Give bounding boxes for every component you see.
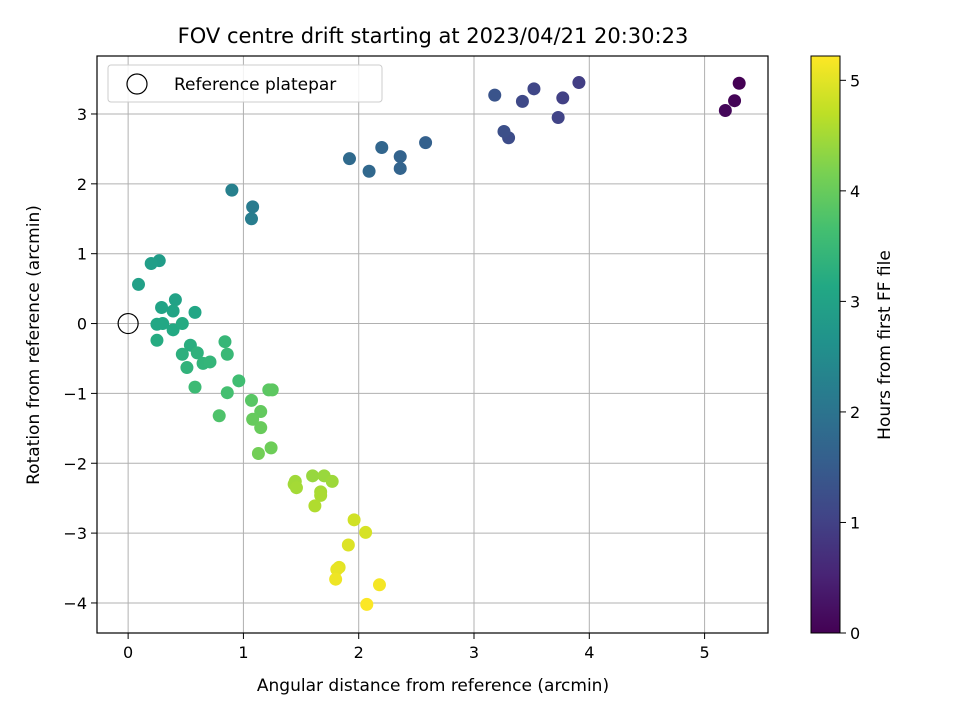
data-point <box>359 525 373 539</box>
data-point <box>393 150 407 164</box>
data-point <box>556 91 570 105</box>
data-point <box>254 405 268 419</box>
y-tick-label: −2 <box>63 454 87 473</box>
data-point <box>168 293 182 307</box>
data-point <box>188 380 202 394</box>
data-point <box>244 212 258 226</box>
data-point <box>156 317 170 331</box>
data-point <box>325 474 339 488</box>
data-point <box>306 469 320 483</box>
plot-frame <box>96 55 769 634</box>
y-tick-label: −4 <box>63 594 87 613</box>
data-point <box>497 124 511 138</box>
data-point <box>488 88 502 102</box>
data-point <box>330 562 344 576</box>
data-point <box>728 94 742 108</box>
data-point <box>264 441 278 455</box>
data-point <box>265 383 279 397</box>
y-tick-label: 3 <box>77 105 87 124</box>
legend-label: Reference platepar <box>174 75 336 95</box>
data-point <box>150 333 164 347</box>
y-tick-label: 2 <box>77 175 87 194</box>
colorbar-tick-label: 1 <box>850 513 860 532</box>
data-point <box>175 347 189 361</box>
legend-box <box>107 64 383 103</box>
data-point <box>175 317 189 331</box>
data-point <box>220 386 234 400</box>
data-point <box>188 305 202 319</box>
x-tick-label: 2 <box>354 643 364 662</box>
colorbar-tick-label: 0 <box>850 624 860 643</box>
y-tick-label: 1 <box>77 245 87 264</box>
legend: Reference platepar <box>107 64 383 103</box>
data-point <box>232 374 246 388</box>
data-point <box>393 161 407 175</box>
data-point <box>527 82 541 96</box>
data-point <box>218 335 232 349</box>
data-point <box>155 300 169 314</box>
legend-marker-open-circle <box>126 73 148 95</box>
data-point <box>220 347 234 361</box>
data-point <box>314 488 328 502</box>
data-point <box>419 136 433 150</box>
y-axis-ticks: −4 −3 −2 −1 0 1 2 3 <box>63 105 97 613</box>
data-point <box>190 346 204 360</box>
colorbar-tick-label: 5 <box>850 71 860 90</box>
x-tick-label: 4 <box>584 643 594 662</box>
data-point <box>180 361 194 375</box>
data-point <box>166 304 180 318</box>
data-point <box>308 499 322 513</box>
x-axis-ticks: 0 1 2 3 4 5 <box>123 633 710 662</box>
y-tick-label: 0 <box>77 315 87 334</box>
data-point <box>251 446 265 460</box>
grid <box>97 56 768 633</box>
data-point <box>246 412 260 426</box>
chart-title: FOV centre drift starting at 2023/04/21 … <box>178 24 689 48</box>
data-point <box>132 277 146 291</box>
data-point <box>244 393 258 407</box>
data-point <box>375 141 389 155</box>
data-point <box>203 355 217 369</box>
data-point <box>254 421 268 435</box>
colorbar-tick-label: 3 <box>850 292 860 311</box>
data-point <box>362 164 376 178</box>
data-point <box>551 110 565 124</box>
x-tick-label: 3 <box>469 643 479 662</box>
y-tick-label: −1 <box>63 384 87 403</box>
reference-platepar-marker <box>117 312 139 335</box>
data-point <box>329 572 343 586</box>
colorbar-tick-label: 4 <box>850 182 860 201</box>
x-axis-title: Angular distance from reference (arcmin) <box>257 676 609 696</box>
data-point <box>732 76 746 90</box>
data-point <box>347 513 361 527</box>
data-point <box>246 200 260 214</box>
data-point <box>572 76 586 90</box>
data-point <box>144 256 158 270</box>
colorbar: 0 1 2 3 4 5 Hours from first FF file <box>810 55 895 643</box>
data-point <box>718 103 732 117</box>
data-point <box>515 94 529 108</box>
data-point <box>341 538 355 552</box>
y-axis-title: Rotation from reference (arcmin) <box>24 205 44 485</box>
data-point <box>342 152 356 166</box>
data-point <box>360 597 374 611</box>
data-point <box>166 323 180 337</box>
y-tick-label: −3 <box>63 524 87 543</box>
colorbar-tick-label: 2 <box>850 403 860 422</box>
x-tick-label: 0 <box>123 643 133 662</box>
data-point <box>225 183 239 197</box>
colorbar-gradient <box>810 55 841 634</box>
x-tick-label: 5 <box>699 643 709 662</box>
data-points <box>117 76 746 611</box>
colorbar-title: Hours from first FF file <box>875 250 895 440</box>
data-point <box>372 578 386 592</box>
data-point <box>212 409 226 423</box>
x-tick-label: 1 <box>238 643 248 662</box>
data-point <box>289 481 303 495</box>
colorbar-ticks: 0 1 2 3 4 5 <box>840 71 860 643</box>
